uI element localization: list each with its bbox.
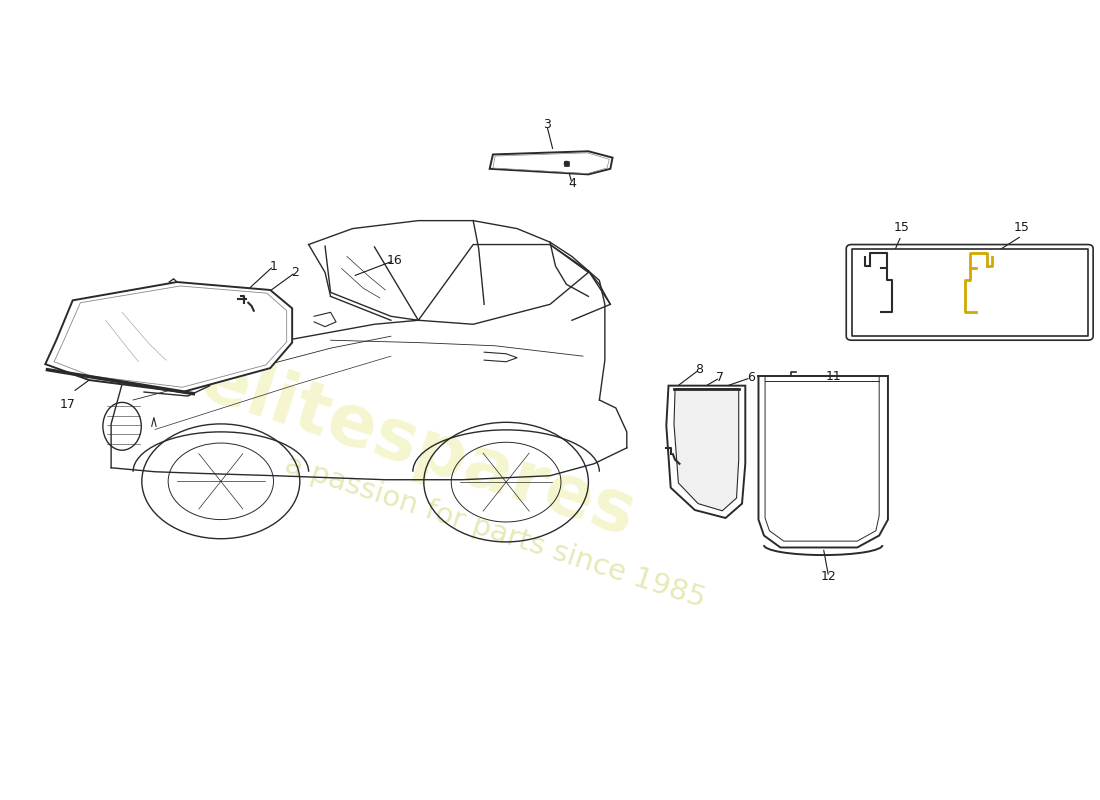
Text: 7: 7 <box>716 371 724 384</box>
Bar <box>851 249 1088 336</box>
Text: 9: 9 <box>706 470 714 483</box>
Polygon shape <box>45 282 293 392</box>
Text: 15: 15 <box>893 221 909 234</box>
Text: 10: 10 <box>678 470 694 483</box>
Text: 17: 17 <box>59 398 75 411</box>
Text: 6: 6 <box>747 371 755 384</box>
Text: 13: 13 <box>984 323 1000 336</box>
Text: elitespares: elitespares <box>192 345 645 550</box>
Text: 2: 2 <box>292 266 299 279</box>
Text: 11: 11 <box>825 370 842 382</box>
Text: 16: 16 <box>386 254 403 267</box>
Text: 4: 4 <box>568 177 576 190</box>
Text: 15: 15 <box>1014 221 1030 234</box>
Polygon shape <box>667 386 746 518</box>
Text: 1: 1 <box>270 259 277 273</box>
Text: 14: 14 <box>868 323 883 336</box>
Text: 12: 12 <box>821 570 837 583</box>
Text: 3: 3 <box>542 118 551 131</box>
Polygon shape <box>490 151 613 174</box>
Polygon shape <box>674 389 739 511</box>
Text: a passion for parts since 1985: a passion for parts since 1985 <box>282 450 710 613</box>
Text: 5: 5 <box>730 470 738 483</box>
Text: 8: 8 <box>695 363 703 376</box>
